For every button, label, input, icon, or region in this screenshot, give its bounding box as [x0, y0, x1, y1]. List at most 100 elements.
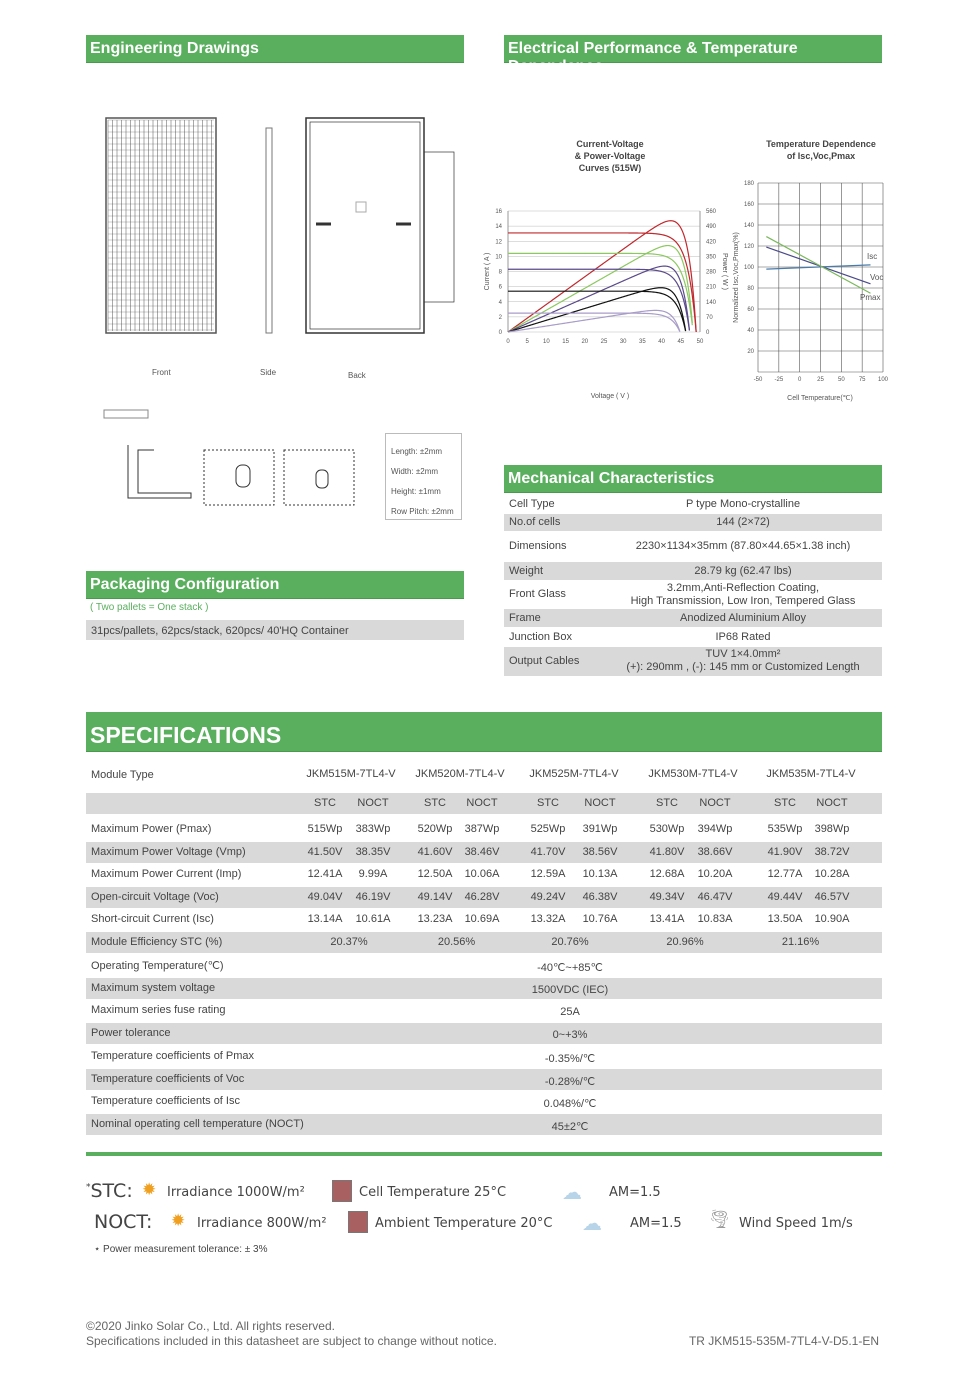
front-view [105, 117, 217, 334]
noct-am: AM=1.5 [630, 1216, 682, 1231]
table-row: Nominal operating cell temperature (NOCT… [86, 1113, 882, 1135]
series-label: Voc [870, 273, 883, 282]
thermometer-icon [348, 1211, 368, 1233]
cell-value: 38.56V [582, 845, 618, 858]
stc-am: AM=1.5 [609, 1185, 661, 1200]
cell-value: 13.23A [417, 913, 453, 925]
stc-header: STC [314, 797, 336, 809]
cloud-icon: ☁ [582, 1211, 602, 1235]
row-label: Maximum Power Current (Imp) [91, 868, 242, 880]
model-name: JKM535M-7TL4-V [766, 768, 856, 780]
mechanical-row: Output Cables TUV 1×4.0mm² (+): 290mm , (-… [504, 647, 882, 676]
y-axis-label: Current ( A ) [484, 253, 491, 291]
cell-value: 10.69A [464, 913, 500, 925]
y2-tick: 420 [706, 239, 717, 245]
cell-value: 12.50A [417, 868, 453, 880]
noct-ambient-temperature: Ambient Temperature 20°C [375, 1216, 553, 1231]
x-tick: 75 [859, 377, 866, 383]
mechanical-value: 144 (2×72) [716, 516, 770, 528]
mechanical-label: No.of cells [509, 516, 561, 528]
y2-tick: 70 [706, 315, 713, 321]
chart-title: & Power-Voltage [575, 151, 646, 161]
y-tick: 60 [747, 307, 754, 313]
cell-value: 387Wp [464, 823, 500, 835]
y-tick: 80 [747, 286, 754, 292]
y2-tick: 490 [706, 224, 717, 230]
cell-value: 394Wp [697, 823, 733, 835]
packaging-detail: 31pcs/pallets, 62pcs/stack, 620pcs/ 40'H… [86, 620, 464, 640]
cell-value: 9.99A [358, 868, 388, 880]
y-tick: 2 [499, 315, 503, 321]
model-name: JKM520M-7TL4-V [415, 768, 505, 780]
iv-curve [508, 312, 681, 332]
x-tick: 100 [878, 377, 889, 383]
pv-curve [507, 265, 691, 333]
cell-value: 41.80V [649, 845, 685, 858]
mechanical-value-line2: (+): 290mm , (-): 145 mm or Customized L… [626, 661, 860, 673]
chart-title: Current-Voltage [576, 139, 643, 149]
cell-value: 41.70V [530, 845, 566, 858]
cell-value: 46.28V [464, 890, 500, 903]
x-tick: 35 [639, 339, 646, 345]
mechanical-value: 3.2mm,Anti-Reflection Coating, [666, 582, 820, 594]
mechanical-row: Junction Box IP68 Rated [504, 628, 882, 646]
sun-icon: ✹ [171, 1211, 186, 1231]
section-electrical: Electrical Performance & Temperature Dep… [504, 35, 882, 75]
row-label: Maximum system voltage [91, 981, 216, 994]
cell-value: 49.14V [417, 890, 453, 903]
y2-axis-label: Power ( W ) [721, 253, 728, 290]
cell-value: 46.38V [582, 890, 618, 903]
mechanical-value-line2: High Transmission, Low Iron, Tempered Gl… [630, 595, 856, 607]
mechanical-label: Front Glass [509, 588, 566, 600]
x-tick: 25 [817, 377, 824, 383]
y-axis-label: Normalized Isc,Voc,Pmax(%) [733, 232, 740, 323]
y-tick: 100 [744, 265, 755, 271]
y-tick: 160 [744, 202, 755, 208]
cell-value: 41.90V [767, 845, 803, 858]
y-tick: 120 [744, 244, 755, 250]
noct-label: NOCT: [94, 1211, 153, 1233]
stc-label: *STC: [86, 1180, 133, 1202]
series-label: Pmax [860, 293, 880, 302]
noct-header: NOCT [816, 797, 848, 809]
y-tick: 6 [499, 285, 503, 291]
mechanical-row: No.of cells 144 (2×72) [504, 514, 882, 531]
electrical-charts: Current-Voltage & Power-Voltage Curves (51… [484, 139, 889, 402]
row-label: Module Type [91, 769, 154, 781]
row-label: Maximum Power (Pmax) [91, 823, 212, 835]
tolerance-row-pitch: Row Pitch: ±2mm [391, 507, 454, 516]
tolerance-width: Width: ±2mm [391, 467, 439, 476]
mechanical-label: Dimensions [509, 539, 567, 552]
x-tick: 15 [562, 339, 569, 345]
noct-header: NOCT [466, 797, 498, 809]
cell-value: 38.72V [814, 845, 850, 858]
y-tick: 40 [747, 328, 754, 334]
footer: ©2020 Jinko Solar Co., Ltd. All rights r… [86, 1319, 497, 1349]
table-row: Maximum Power Current (Imp) 12.41A 9.99A 12… [86, 864, 882, 885]
y-tick: 12 [495, 239, 502, 245]
table-row: Module Type JKM515M-7TL4-V JKM520M-7TL4-V J… [86, 765, 882, 786]
cell-value: 535Wp [767, 823, 803, 835]
table-row: Temperature coefficients of Isc 0.048%/℃ [86, 1091, 882, 1112]
back-view [305, 117, 455, 334]
table-row: STC NOCT STC NOCT STC NOCT STC NOCT STC NOCT [86, 793, 882, 814]
model-name: JKM525M-7TL4-V [529, 768, 619, 780]
cell-value: 10.90A [814, 913, 850, 925]
engineering-drawings [103, 117, 455, 506]
iv-curve [508, 290, 687, 332]
table-row: Operating Temperature(℃) -40℃~+85℃ [86, 955, 882, 976]
table-row: Temperature coefficients of Voc -0.28%/℃ [86, 1068, 882, 1090]
wind-icon: 🌪 [708, 1209, 731, 1230]
row-label: Maximum series fuse rating [91, 1004, 226, 1017]
row-label: Temperature coefficients of Voc [91, 1072, 245, 1085]
mechanical-row: Frame Anodized Aluminium Alloy [504, 609, 882, 627]
stc-irradiance: Irradiance 1000W/m² [167, 1185, 305, 1200]
noct-wind-speed: Wind Speed 1m/s [739, 1216, 853, 1231]
mechanical-label: Weight [509, 564, 544, 577]
cloud-icon: ☁ [562, 1180, 582, 1204]
section-specifications: SPECIFICATIONS [86, 712, 882, 752]
table-row: Temperature coefficients of Pmax -0.35%/℃ [86, 1046, 882, 1067]
cell-value: 46.19V [355, 890, 391, 903]
row-label: Module Efficiency STC (%) [91, 936, 223, 948]
table-row: Module Efficiency STC (%) 20.37% 20.56% 20.… [86, 932, 882, 953]
